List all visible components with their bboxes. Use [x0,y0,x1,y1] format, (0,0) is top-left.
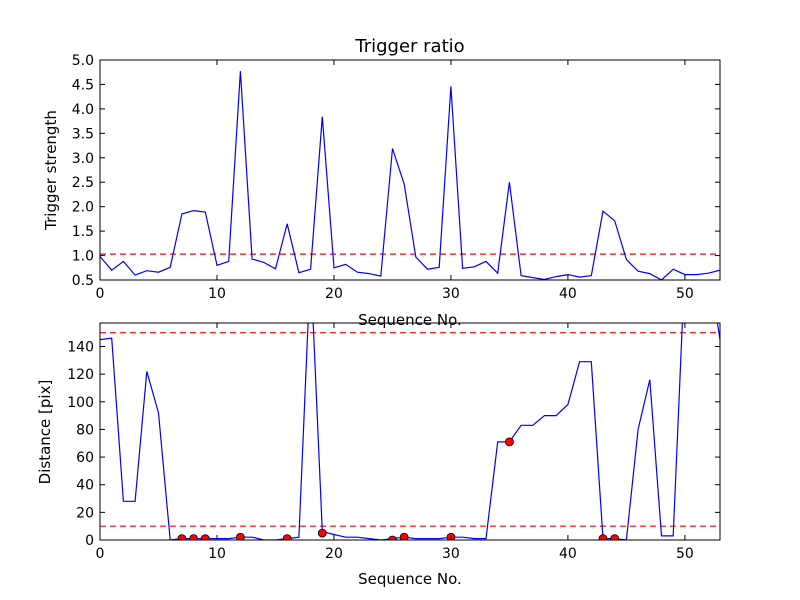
top-y-axis-label: Trigger strength [42,110,60,231]
top-y-tick-label: 2.5 [72,175,94,191]
bottom-y-tick-label: 0 [85,533,94,549]
bottom-y-tick-label: 100 [67,395,94,411]
bottom-series-line-0 [100,323,720,540]
top-y-tick-label: 5.0 [72,53,94,69]
bottom-trigger-point [282,534,292,540]
top-y-tick-label: 4.5 [72,77,94,93]
bottom-trigger-point [317,528,327,538]
chart-title: Trigger ratio [354,36,464,57]
bottom-trigger-point [505,437,514,447]
top-panel: Trigger ratio 0 10 20 30 40 50 0.5 1.0 1.5 2.0 2.5… [42,36,721,329]
top-plot-area [100,71,720,280]
top-x-tick-label: 40 [559,286,577,302]
bottom-trigger-point [399,532,409,540]
bottom-x-tick-label: 0 [96,546,105,562]
top-y-tick-label: 4.0 [72,102,94,118]
top-ticks: 0 10 20 30 40 50 0.5 1.0 1.5 2.0 2.5 3.0 3.5 4.0 4.5 5.… [72,53,720,302]
top-x-tick-label: 0 [96,286,105,302]
bottom-trigger-point [235,532,245,540]
bottom-y-axis-label: Distance [pix] [36,380,54,485]
bottom-y-tick-label: 120 [67,367,94,383]
bottom-y-tick-label: 20 [76,505,94,521]
top-y-tick-label: 2.0 [72,200,94,216]
bottom-trigger-point [610,534,620,540]
bottom-y-tick-label: 140 [67,339,94,355]
bottom-axes-frame [99,322,721,541]
bottom-trigger-point [598,534,608,540]
bottom-plot-area [100,323,720,540]
bottom-y-tick-label: 80 [76,422,94,438]
bottom-ticks: 0 10 20 30 40 50 0 20 40 60 80 100 120 140 [67,323,720,562]
top-x-tick-label: 30 [442,286,460,302]
top-y-tick-label: 3.5 [72,126,94,142]
bottom-x-tick-label: 10 [208,546,226,562]
top-x-axis-label: Sequence No. [358,311,462,329]
top-y-tick-label: 3.0 [72,151,94,167]
bottom-trigger-point [388,535,397,540]
bottom-x-axis-label: Sequence No. [358,570,462,588]
bottom-x-tick-label: 50 [676,546,694,562]
bottom-x-tick-label: 30 [442,546,460,562]
bottom-y-tick-label: 40 [76,478,94,494]
top-y-tick-label: 1.5 [72,224,94,240]
top-x-tick-label: 10 [208,286,226,302]
top-x-tick-label: 50 [676,286,694,302]
bottom-trigger-point [177,534,187,540]
top-series-line-0 [100,71,720,280]
top-axes-frame [99,59,721,281]
bottom-panel: 0 10 20 30 40 50 0 20 40 60 80 100 120 140 Sequence N… [36,322,721,588]
top-x-tick-label: 20 [325,286,343,302]
bottom-x-tick-label: 20 [325,546,343,562]
bottom-trigger-point [189,534,198,540]
bottom-trigger-point [200,534,210,540]
top-y-tick-label: 1.0 [72,249,94,265]
bottom-y-tick-label: 60 [76,450,94,466]
top-y-tick-label: 0.5 [72,273,94,289]
bottom-x-tick-label: 40 [559,546,577,562]
